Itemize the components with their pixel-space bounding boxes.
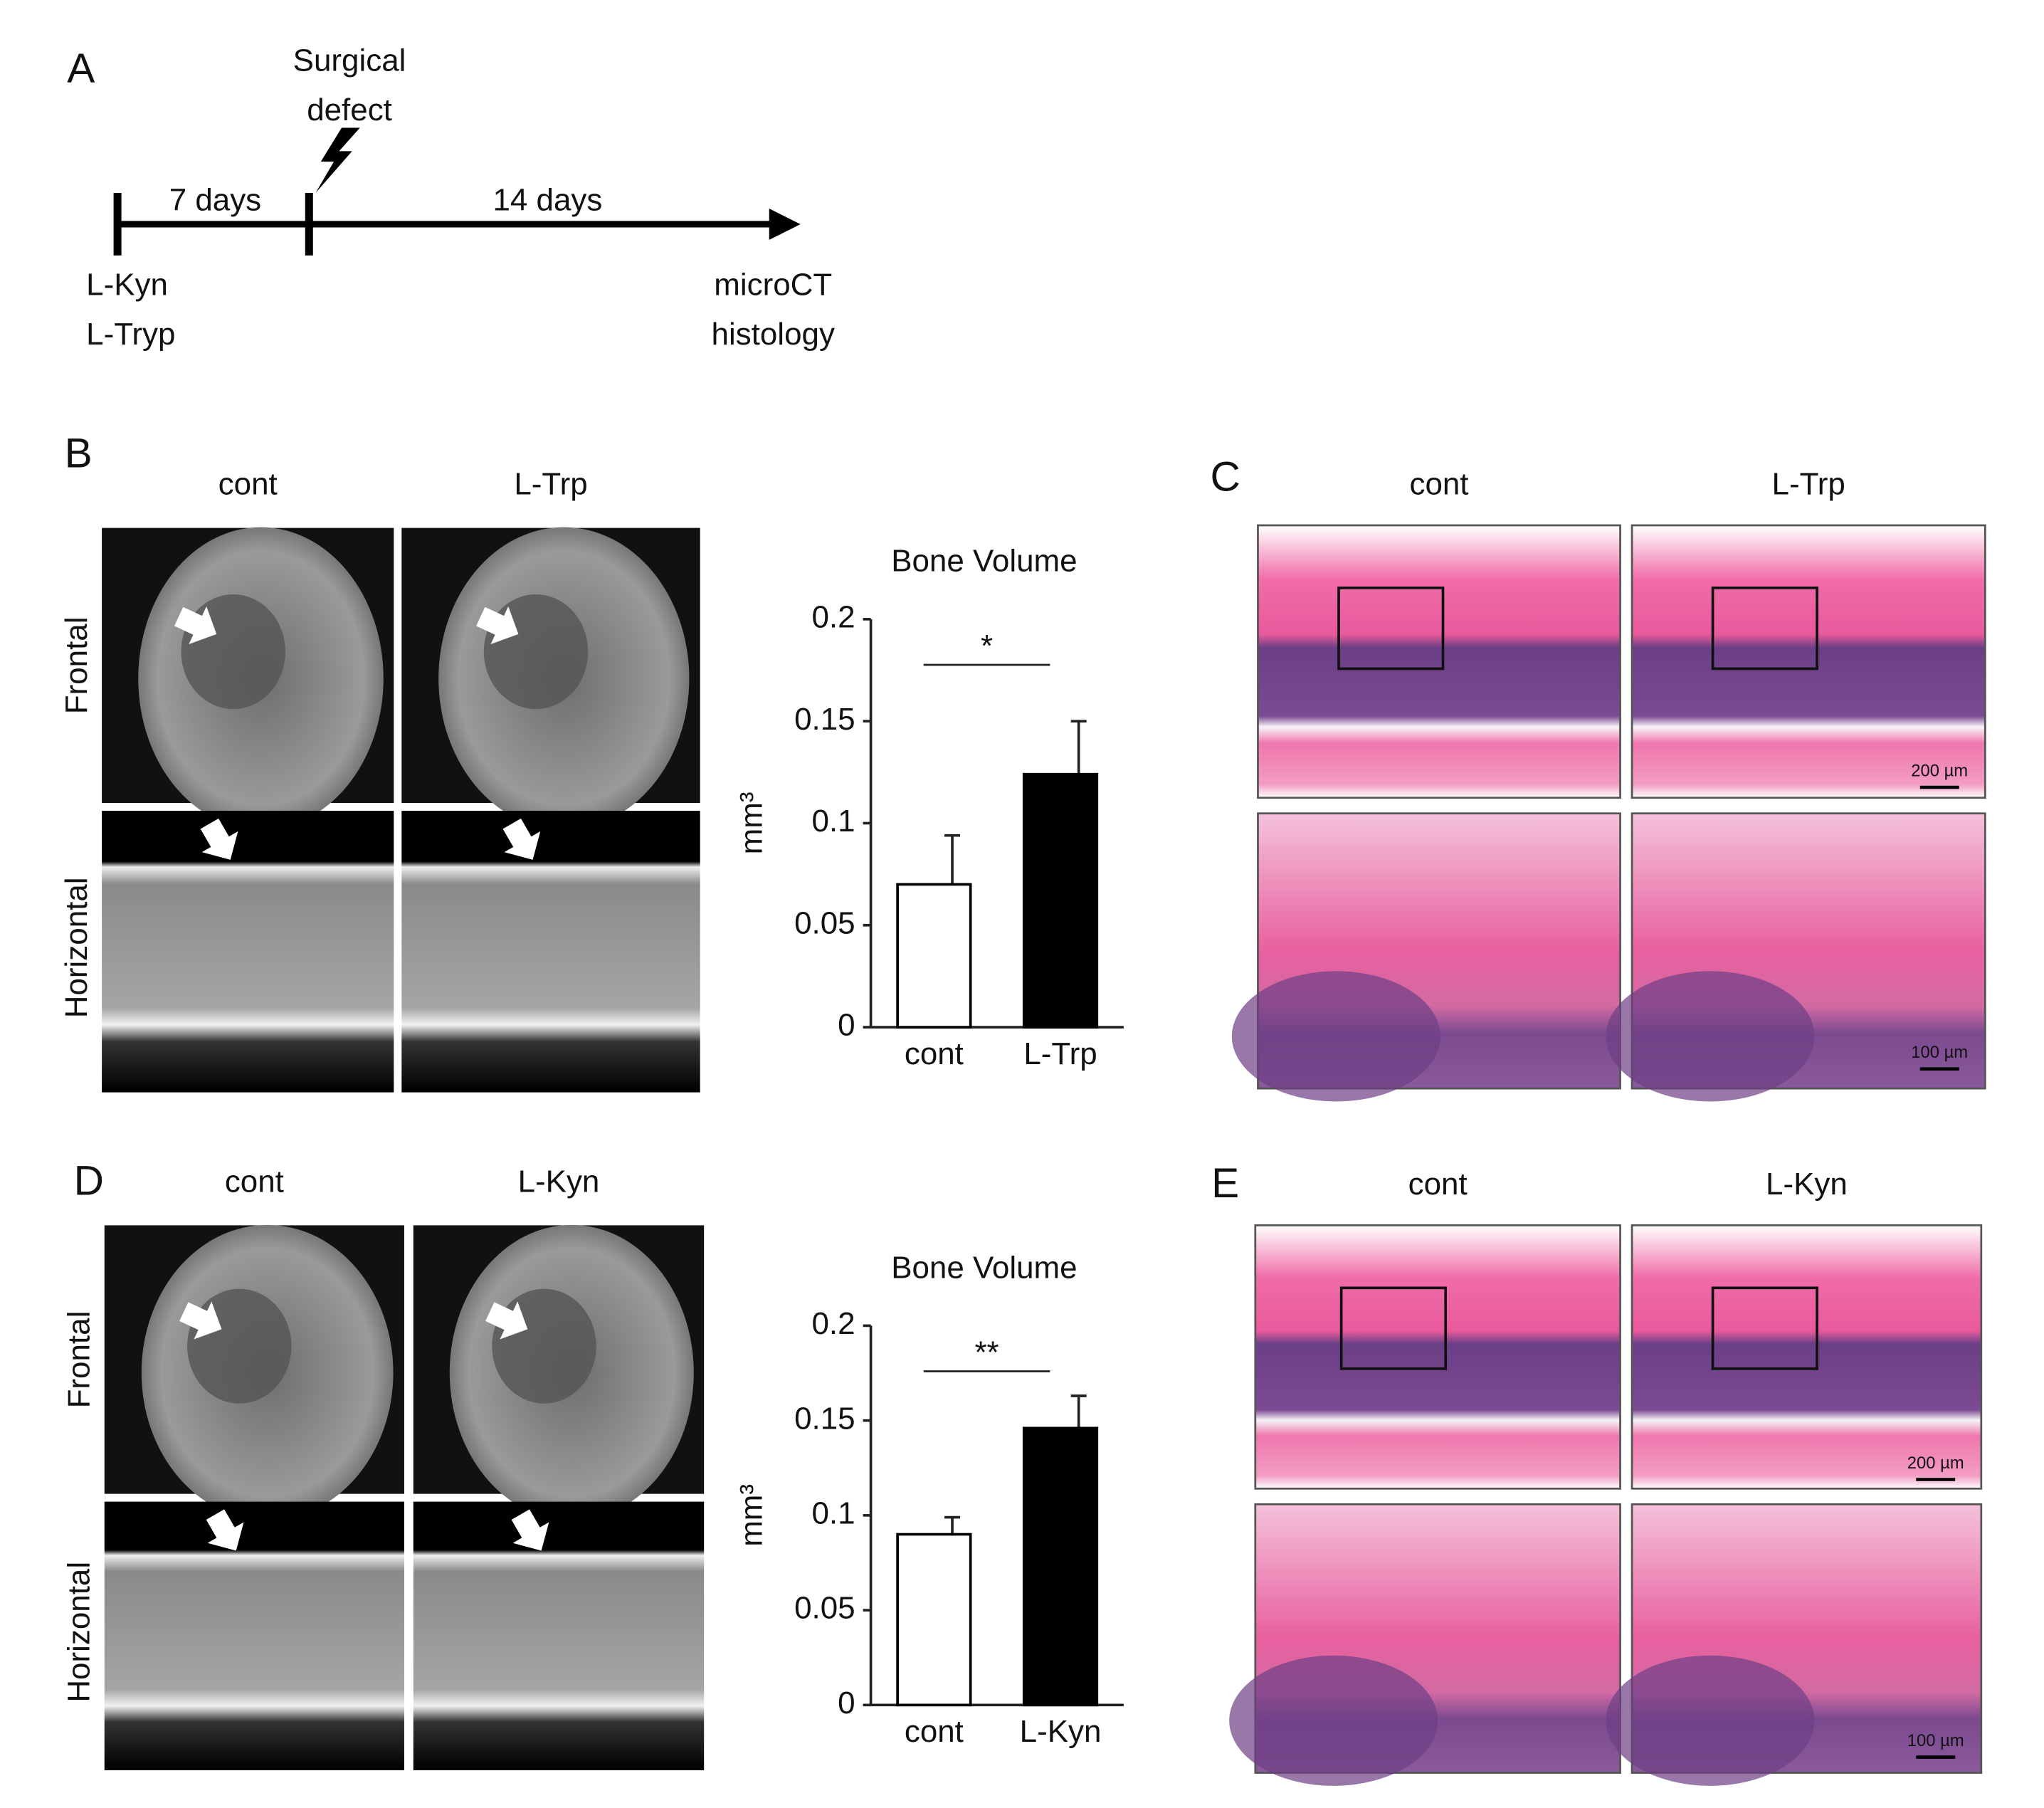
arrow-head [769,209,801,240]
panels: cont L-Trp Frontal Horizontal cont L-Kyn Front… [59,467,1986,1786]
scale-bar-label: 100 µm [1907,1731,1964,1750]
panel-label: B [65,430,93,476]
y-tick-label: 0.1 [812,804,855,839]
histology-low-mag [1254,1224,1621,1490]
defect-region [483,594,589,710]
start-label: L-Kyn [86,267,168,302]
y-tick-label: 0.15 [794,702,855,737]
event-label: Surgical [293,43,406,78]
timeline [113,127,801,256]
microct-horizontal-image [401,811,700,1093]
bar [896,883,972,1029]
marrow-region [1229,1655,1438,1786]
scale-bar-label: 100 µm [1911,1043,1968,1062]
x-tick-label: L-Kyn [1020,1714,1102,1749]
x-tick-label: cont [905,1036,964,1071]
column-label: L-Trp [514,467,587,502]
panel-label: A [67,46,95,92]
panel-label: C [1211,453,1240,500]
interval-label: 14 days [492,182,602,217]
y-tick-label: 0.05 [794,1591,855,1626]
roi-box [1337,587,1445,671]
arrow-icon [174,606,217,645]
column-label: cont [218,467,278,502]
chart-title: Bone Volume [891,544,1077,579]
significance-label: ** [974,1335,999,1370]
row-label: Horizontal [61,1562,96,1703]
defect-region [492,1288,596,1404]
microct-horizontal-image [413,1501,705,1770]
roi-box [1711,1286,1818,1370]
bar [896,1533,972,1707]
y-axis-label: mm³ [734,1484,769,1547]
y-tick-label: 0.1 [812,1496,855,1530]
roi-box [1339,1286,1448,1370]
column-label: L-Kyn [1766,1167,1848,1202]
arrow-icon [179,1301,222,1340]
end-label: histology [712,317,835,352]
y-tick-label: 0.2 [812,1306,855,1341]
row-label: Horizontal [59,877,94,1018]
arrow-icon [206,1509,244,1551]
histology-low-mag [1631,1224,1983,1490]
column-label: L-Trp [1772,467,1845,502]
y-tick-label: 0 [838,1686,855,1720]
row-label: Frontal [59,616,94,714]
x-tick-label: L-Trp [1023,1036,1097,1071]
column-label: cont [1408,1167,1468,1202]
histology-low-mag [1631,524,1986,799]
arrow-icon [476,606,519,645]
x-tick-label: cont [905,1714,964,1749]
arrow-icon [200,818,238,860]
bar [1022,1426,1099,1707]
arrow-icon [485,1301,528,1340]
microct-horizontal-image [102,811,394,1093]
y-tick-label: 0.05 [794,905,855,940]
microct-horizontal-image [104,1501,404,1770]
scale-bar-label: 200 µm [1907,1454,1964,1473]
panel-label: D [74,1157,104,1204]
event-label: defect [307,93,392,127]
scale-bar-label: 200 µm [1911,761,1968,780]
roi-box [1711,587,1818,671]
arrow-icon [502,818,541,860]
bar [1022,772,1099,1029]
chart-title: Bone Volume [891,1250,1077,1285]
y-tick-label: 0.2 [812,599,855,634]
defect-region [181,594,285,710]
column-label: L-Kyn [518,1164,600,1199]
y-tick-label: 0.15 [794,1401,855,1436]
end-label: microCT [714,267,832,302]
y-axis-label: mm³ [734,792,769,855]
histology-low-mag [1257,524,1621,799]
column-label: cont [1409,467,1468,502]
start-label: L-Tryp [86,317,175,352]
marrow-region [1606,1655,1815,1786]
y-tick-label: 0 [838,1008,855,1043]
panel-label: E [1211,1160,1239,1207]
marrow-region [1231,971,1440,1102]
row-label: Frontal [61,1311,96,1409]
significance-label: * [981,629,993,663]
marrow-region [1606,971,1815,1102]
column-label: cont [225,1164,284,1199]
defect-region [187,1288,292,1404]
lightning-icon [315,127,360,194]
interval-label: 7 days [169,182,261,217]
arrow-icon [511,1509,549,1551]
